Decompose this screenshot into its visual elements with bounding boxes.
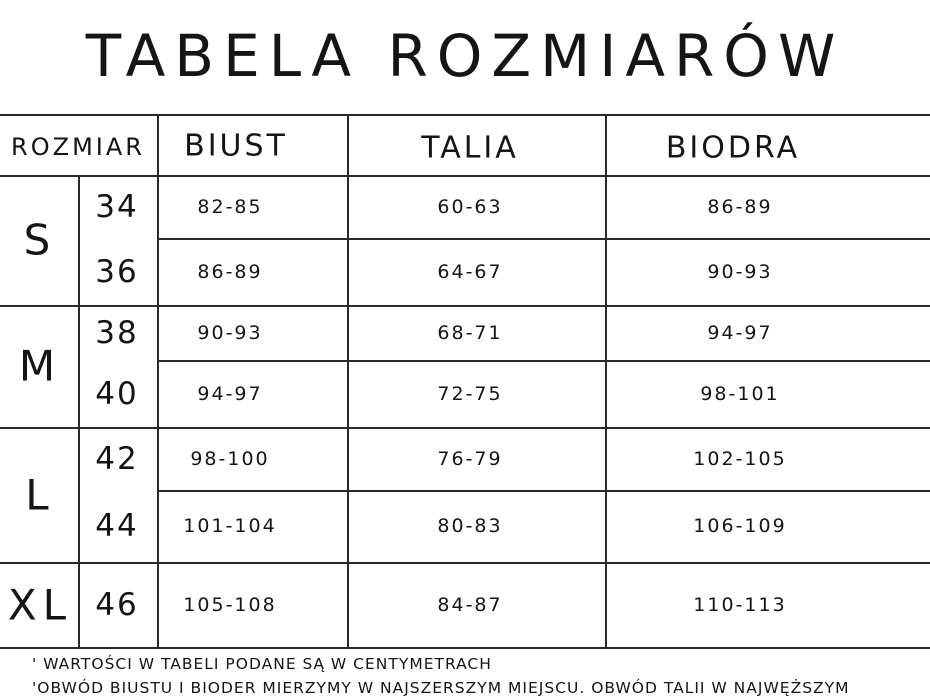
bust-value: 82-85 xyxy=(197,195,263,218)
hips-value: 98-101 xyxy=(700,382,780,405)
header-hips: BIODRA xyxy=(665,130,801,166)
hips-value: 86-89 xyxy=(707,195,773,218)
bust-value: 90-93 xyxy=(197,321,263,344)
waist-value: 72-75 xyxy=(437,382,503,405)
divider xyxy=(157,490,930,492)
divider xyxy=(0,562,930,564)
hips-value: 94-97 xyxy=(707,321,773,344)
waist-value: 60-63 xyxy=(437,195,503,218)
hips-value: 106-109 xyxy=(693,515,787,537)
hips-value: 90-93 xyxy=(707,260,773,283)
bust-value: 94-97 xyxy=(197,382,263,405)
size-number: 42 xyxy=(95,440,139,477)
waist-value: 76-79 xyxy=(437,447,503,470)
divider xyxy=(157,238,930,240)
size-number: 36 xyxy=(95,253,139,290)
size-letter: M xyxy=(18,341,62,391)
divider xyxy=(157,360,930,362)
waist-value: 64-67 xyxy=(437,260,503,283)
header-size: ROZMIAR xyxy=(11,133,145,161)
divider xyxy=(347,114,349,647)
waist-value: 84-87 xyxy=(437,593,503,616)
divider xyxy=(0,305,930,307)
size-number: 38 xyxy=(95,314,139,351)
divider xyxy=(0,175,930,177)
hips-value: 110-113 xyxy=(693,593,787,616)
bust-value: 105-108 xyxy=(183,593,277,616)
divider xyxy=(0,647,930,649)
bust-value: 101-104 xyxy=(183,515,277,537)
footnote-units: ' WARTOŚCI W TABELI PODANE SĄ W CENTYMET… xyxy=(32,655,492,673)
divider xyxy=(0,114,930,116)
size-number: 46 xyxy=(95,586,139,623)
header-waist: TALIA xyxy=(421,130,519,166)
footnote-measuring: 'OBWÓD BIUSTU I BIODER MIERZYMY W NAJSZE… xyxy=(32,679,850,697)
divider xyxy=(157,114,159,647)
waist-value: 80-83 xyxy=(437,515,503,537)
size-number: 44 xyxy=(95,508,139,544)
size-number: 40 xyxy=(95,375,139,412)
divider xyxy=(0,427,930,429)
divider xyxy=(605,114,607,647)
page-title: TABELA ROZMIARÓW xyxy=(85,22,845,90)
size-number: 34 xyxy=(95,188,139,225)
header-bust: BIUST xyxy=(184,128,288,164)
size-letter: XL xyxy=(7,580,73,629)
size-letter: L xyxy=(25,470,55,519)
waist-value: 68-71 xyxy=(437,321,503,344)
divider xyxy=(78,175,80,647)
bust-value: 98-100 xyxy=(190,447,270,470)
hips-value: 102-105 xyxy=(693,447,787,470)
size-letter: S xyxy=(23,215,57,265)
bust-value: 86-89 xyxy=(197,260,263,283)
